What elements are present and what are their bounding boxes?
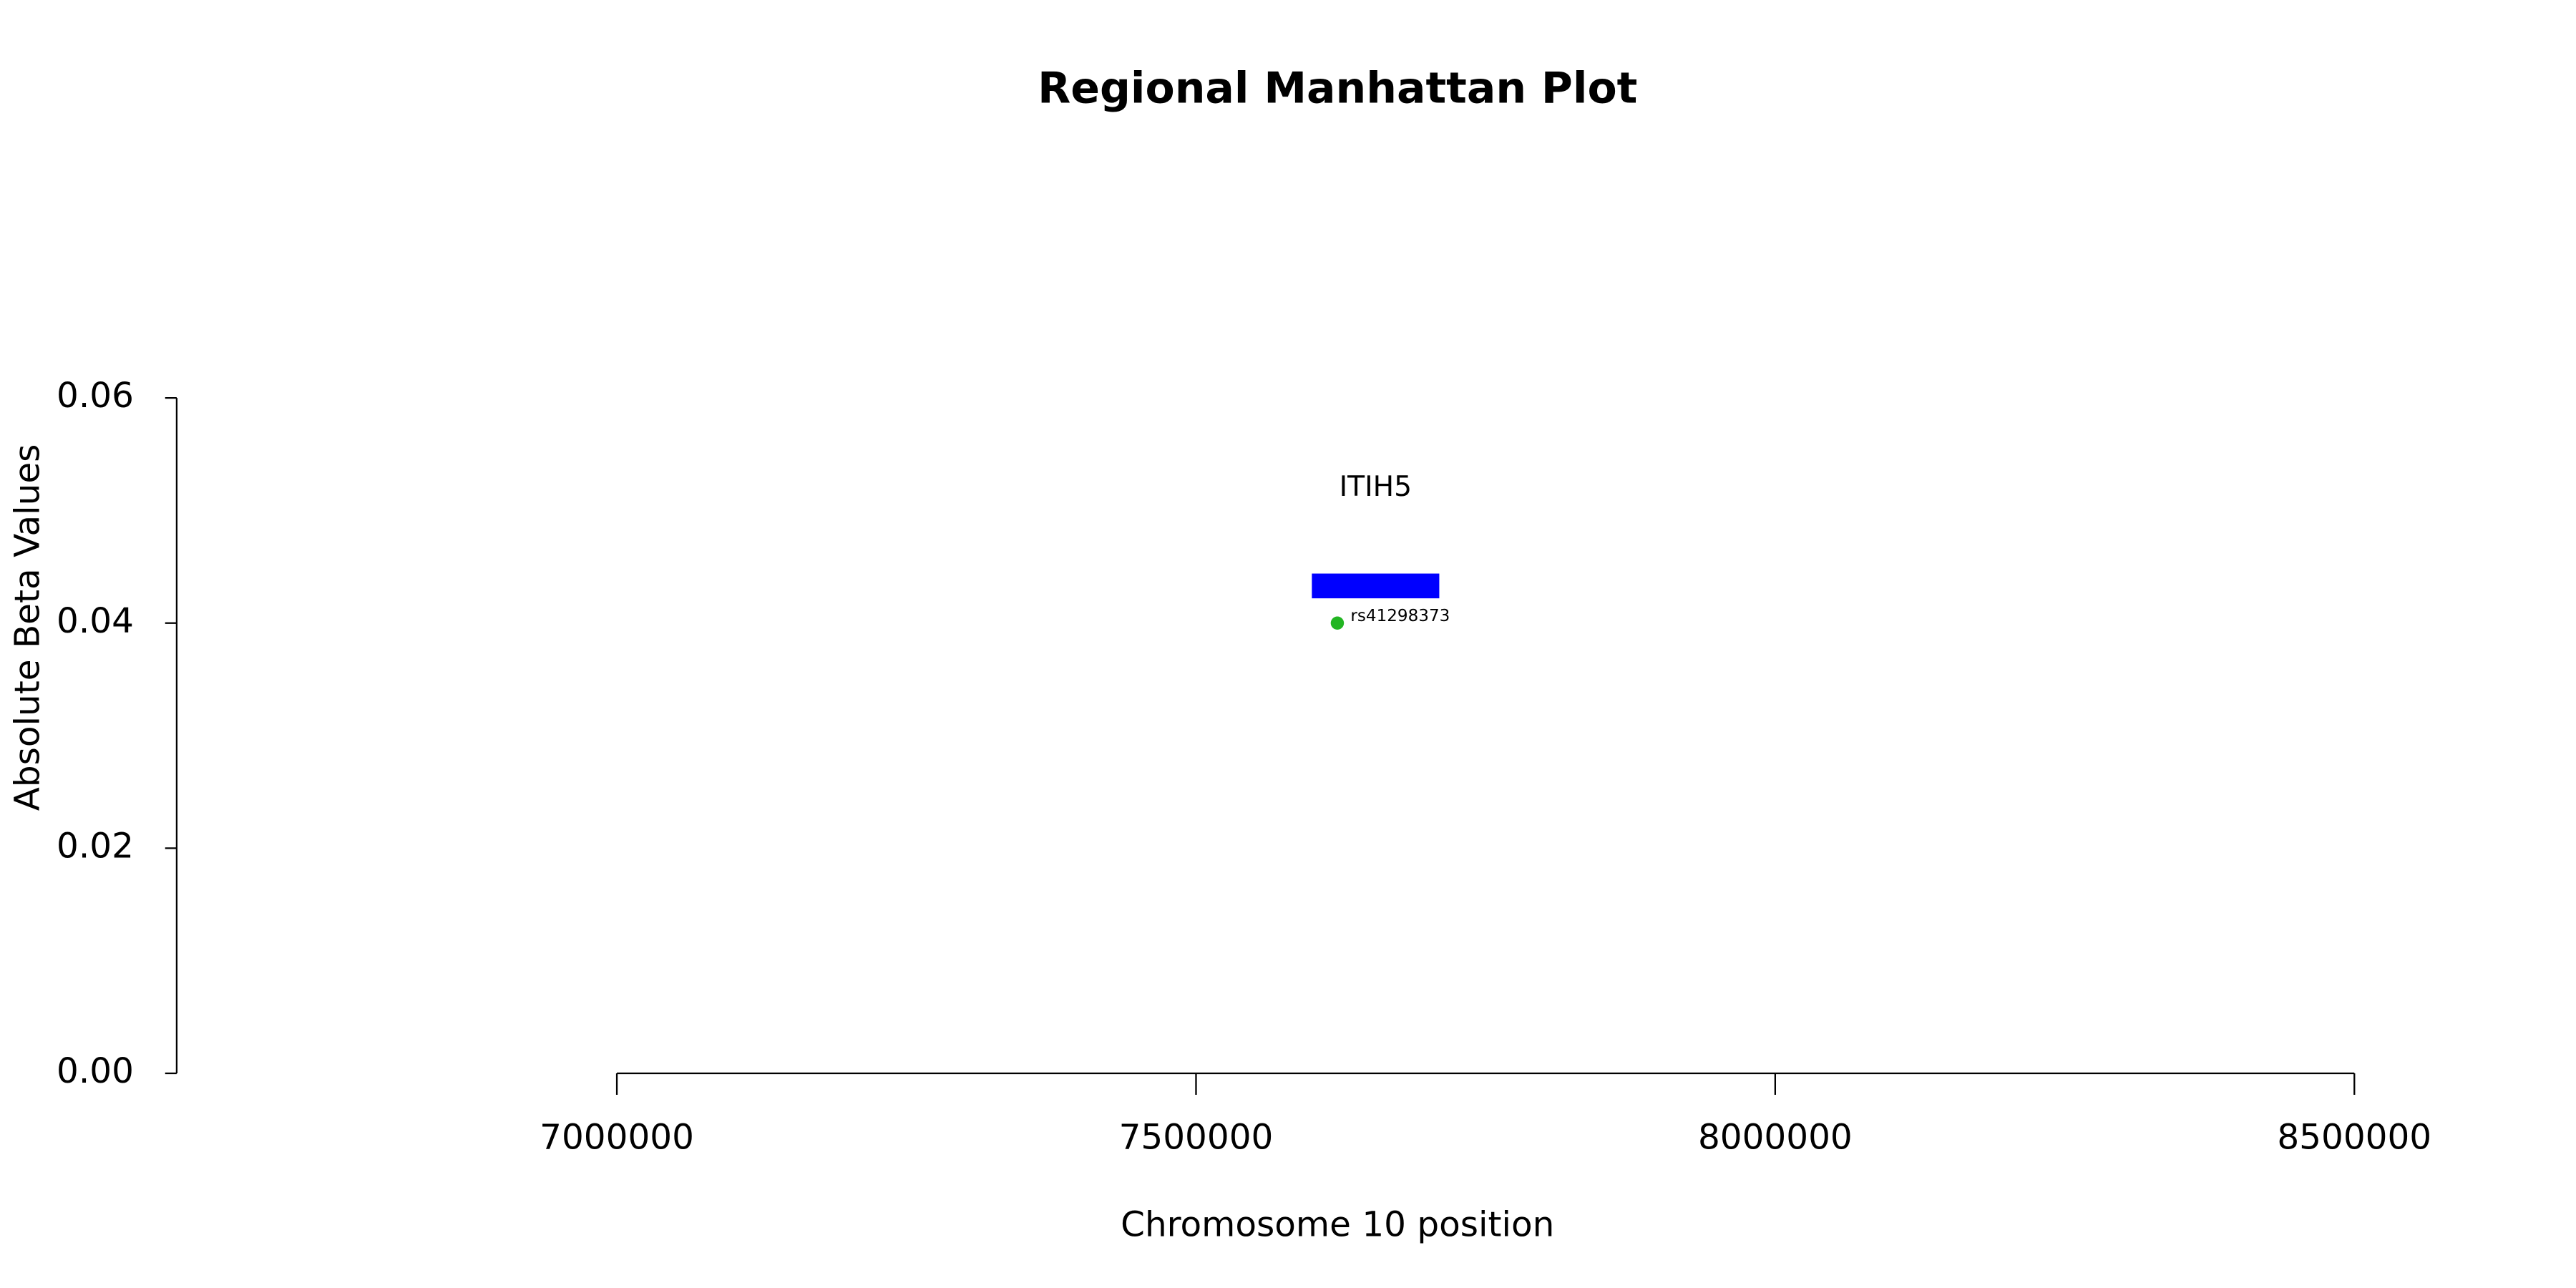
snp-point	[1330, 616, 1345, 630]
y-tick-label: 0.04	[57, 601, 134, 641]
chart-title: Regional Manhattan Plot	[1038, 64, 1637, 114]
snp-label: rs41298373	[1350, 607, 1450, 625]
x-tick-label: 8000000	[1698, 1117, 1853, 1157]
gene-label: ITIH5	[1340, 471, 1413, 503]
y-tick-label: 0.00	[57, 1051, 134, 1091]
x-tick-label: 7000000	[540, 1117, 694, 1157]
y-tick-label: 0.02	[57, 826, 134, 866]
y-tick-label: 0.06	[57, 376, 134, 416]
x-axis-label: Chromosome 10 position	[1121, 1205, 1554, 1245]
y-axis-label: Absolute Beta Values	[8, 444, 48, 811]
x-tick-label: 7500000	[1119, 1117, 1274, 1157]
gene-bar	[1312, 573, 1440, 599]
x-tick-label: 8500000	[2277, 1117, 2431, 1157]
